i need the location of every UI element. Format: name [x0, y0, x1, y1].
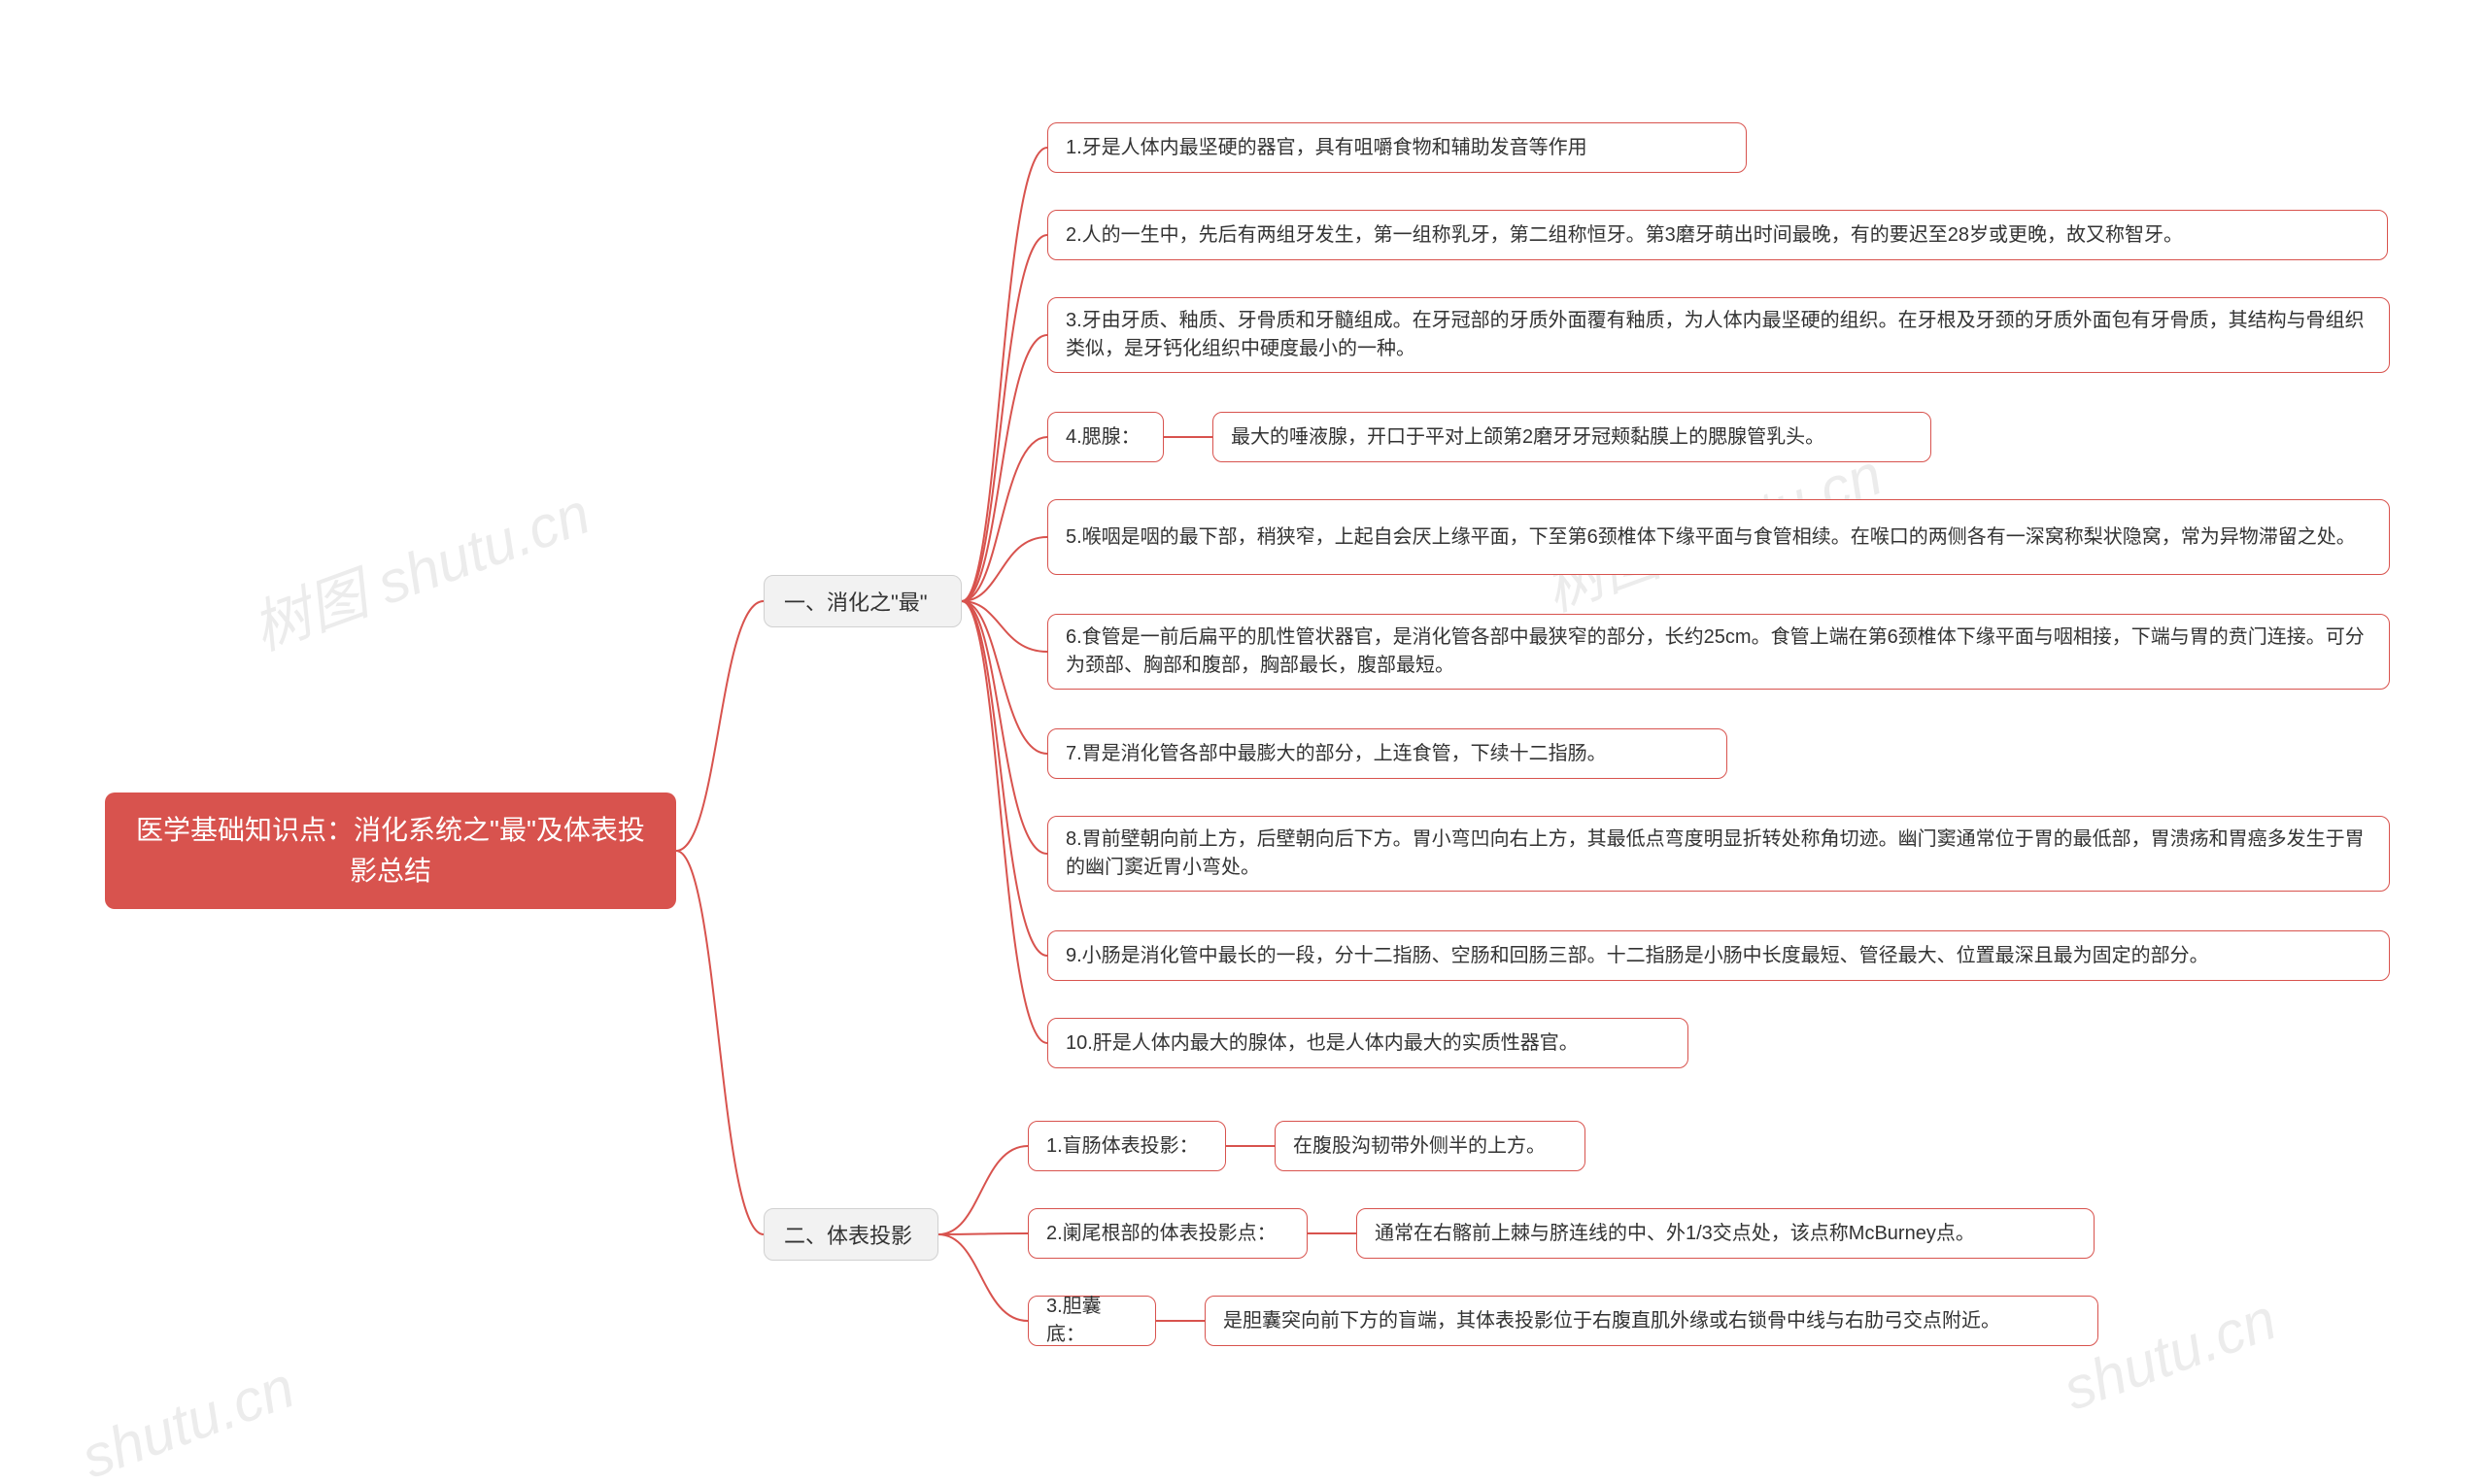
leaf-text: 3.牙由牙质、釉质、牙骨质和牙髓组成。在牙冠部的牙质外面覆有釉质，为人体内最坚硬… — [1066, 307, 2371, 363]
leaf-b2c1a: 在腹股沟韧带外侧半的上方。 — [1275, 1121, 1585, 1171]
branch-label: 二、体表投影 — [784, 1219, 912, 1250]
leaf-b1c6: 6.食管是一前后扁平的肌性管状器官，是消化管各部中最狭窄的部分，长约25cm。食… — [1047, 614, 2390, 690]
leaf-text: 1.盲肠体表投影： — [1046, 1132, 1199, 1161]
watermark: shutu.cn — [73, 1353, 303, 1484]
leaf-text: 5.喉咽是咽的最下部，稍狭窄，上起自会厌上缘平面，下至第6颈椎体下缘平面与食管相… — [1066, 523, 2356, 552]
leaf-b2c3: 3.胆囊底： — [1028, 1296, 1156, 1346]
leaf-b2c2: 2.阑尾根部的体表投影点： — [1028, 1208, 1308, 1259]
leaf-text: 1.牙是人体内最坚硬的器官，具有咀嚼食物和辅助发音等作用 — [1066, 134, 1587, 162]
leaf-text: 2.人的一生中，先后有两组牙发生，第一组称乳牙，第二组称恒牙。第3磨牙萌出时间最… — [1066, 221, 2183, 250]
leaf-b1c3: 3.牙由牙质、釉质、牙骨质和牙髓组成。在牙冠部的牙质外面覆有釉质，为人体内最坚硬… — [1047, 297, 2390, 373]
leaf-b1c5: 5.喉咽是咽的最下部，稍狭窄，上起自会厌上缘平面，下至第6颈椎体下缘平面与食管相… — [1047, 499, 2390, 575]
leaf-b1c7: 7.胃是消化管各部中最膨大的部分，上连食管，下续十二指肠。 — [1047, 728, 1727, 779]
leaf-text: 是胆囊突向前下方的盲端，其体表投影位于右腹直肌外缘或右锁骨中线与右肋弓交点附近。 — [1223, 1307, 2000, 1335]
leaf-text: 10.肝是人体内最大的腺体，也是人体内最大的实质性器官。 — [1066, 1029, 1579, 1058]
watermark: 树图 shutu.cn — [239, 466, 599, 666]
leaf-b1c10: 10.肝是人体内最大的腺体，也是人体内最大的实质性器官。 — [1047, 1018, 1688, 1068]
leaf-text: 6.食管是一前后扁平的肌性管状器官，是消化管各部中最狭窄的部分，长约25cm。食… — [1066, 624, 2371, 680]
leaf-text: 8.胃前壁朝向前上方，后壁朝向后下方。胃小弯凹向右上方，其最低点弯度明显折转处称… — [1066, 826, 2371, 882]
leaf-b1c4: 4.腮腺： — [1047, 412, 1164, 462]
branch-node-1: 一、消化之"最" — [764, 575, 962, 627]
branch-label: 一、消化之"最" — [784, 586, 928, 617]
root-label: 医学基础知识点：消化系统之"最"及体表投影总结 — [132, 810, 649, 892]
leaf-text: 4.腮腺： — [1066, 423, 1141, 452]
leaf-b1c9: 9.小肠是消化管中最长的一段，分十二指肠、空肠和回肠三部。十二指肠是小肠中长度最… — [1047, 930, 2390, 981]
leaf-text: 2.阑尾根部的体表投影点： — [1046, 1220, 1277, 1248]
root-node: 医学基础知识点：消化系统之"最"及体表投影总结 — [105, 793, 676, 909]
branch-node-2: 二、体表投影 — [764, 1208, 938, 1261]
leaf-text: 9.小肠是消化管中最长的一段，分十二指肠、空肠和回肠三部。十二指肠是小肠中长度最… — [1066, 942, 2209, 970]
leaf-text: 最大的唾液腺，开口于平对上颌第2磨牙牙冠颊黏膜上的腮腺管乳头。 — [1231, 423, 1824, 452]
leaf-text: 在腹股沟韧带外侧半的上方。 — [1293, 1132, 1546, 1161]
leaf-text: 7.胃是消化管各部中最膨大的部分，上连食管，下续十二指肠。 — [1066, 740, 1607, 768]
leaf-b1c8: 8.胃前壁朝向前上方，后壁朝向后下方。胃小弯凹向右上方，其最低点弯度明显折转处称… — [1047, 816, 2390, 892]
leaf-text: 通常在右髂前上棘与脐连线的中、外1/3交点处，该点称McBurney点。 — [1375, 1220, 1975, 1248]
leaf-b2c1: 1.盲肠体表投影： — [1028, 1121, 1226, 1171]
leaf-b1c1: 1.牙是人体内最坚硬的器官，具有咀嚼食物和辅助发音等作用 — [1047, 122, 1747, 173]
leaf-text: 3.胆囊底： — [1046, 1293, 1138, 1349]
leaf-b1c4a: 最大的唾液腺，开口于平对上颌第2磨牙牙冠颊黏膜上的腮腺管乳头。 — [1212, 412, 1931, 462]
mindmap-canvas: 树图 shutu.cn 树图 shutu.cn shutu.cn shutu.c… — [0, 0, 2487, 1484]
leaf-b2c3a: 是胆囊突向前下方的盲端，其体表投影位于右腹直肌外缘或右锁骨中线与右肋弓交点附近。 — [1205, 1296, 2098, 1346]
leaf-b2c2a: 通常在右髂前上棘与脐连线的中、外1/3交点处，该点称McBurney点。 — [1356, 1208, 2095, 1259]
leaf-b1c2: 2.人的一生中，先后有两组牙发生，第一组称乳牙，第二组称恒牙。第3磨牙萌出时间最… — [1047, 210, 2388, 260]
